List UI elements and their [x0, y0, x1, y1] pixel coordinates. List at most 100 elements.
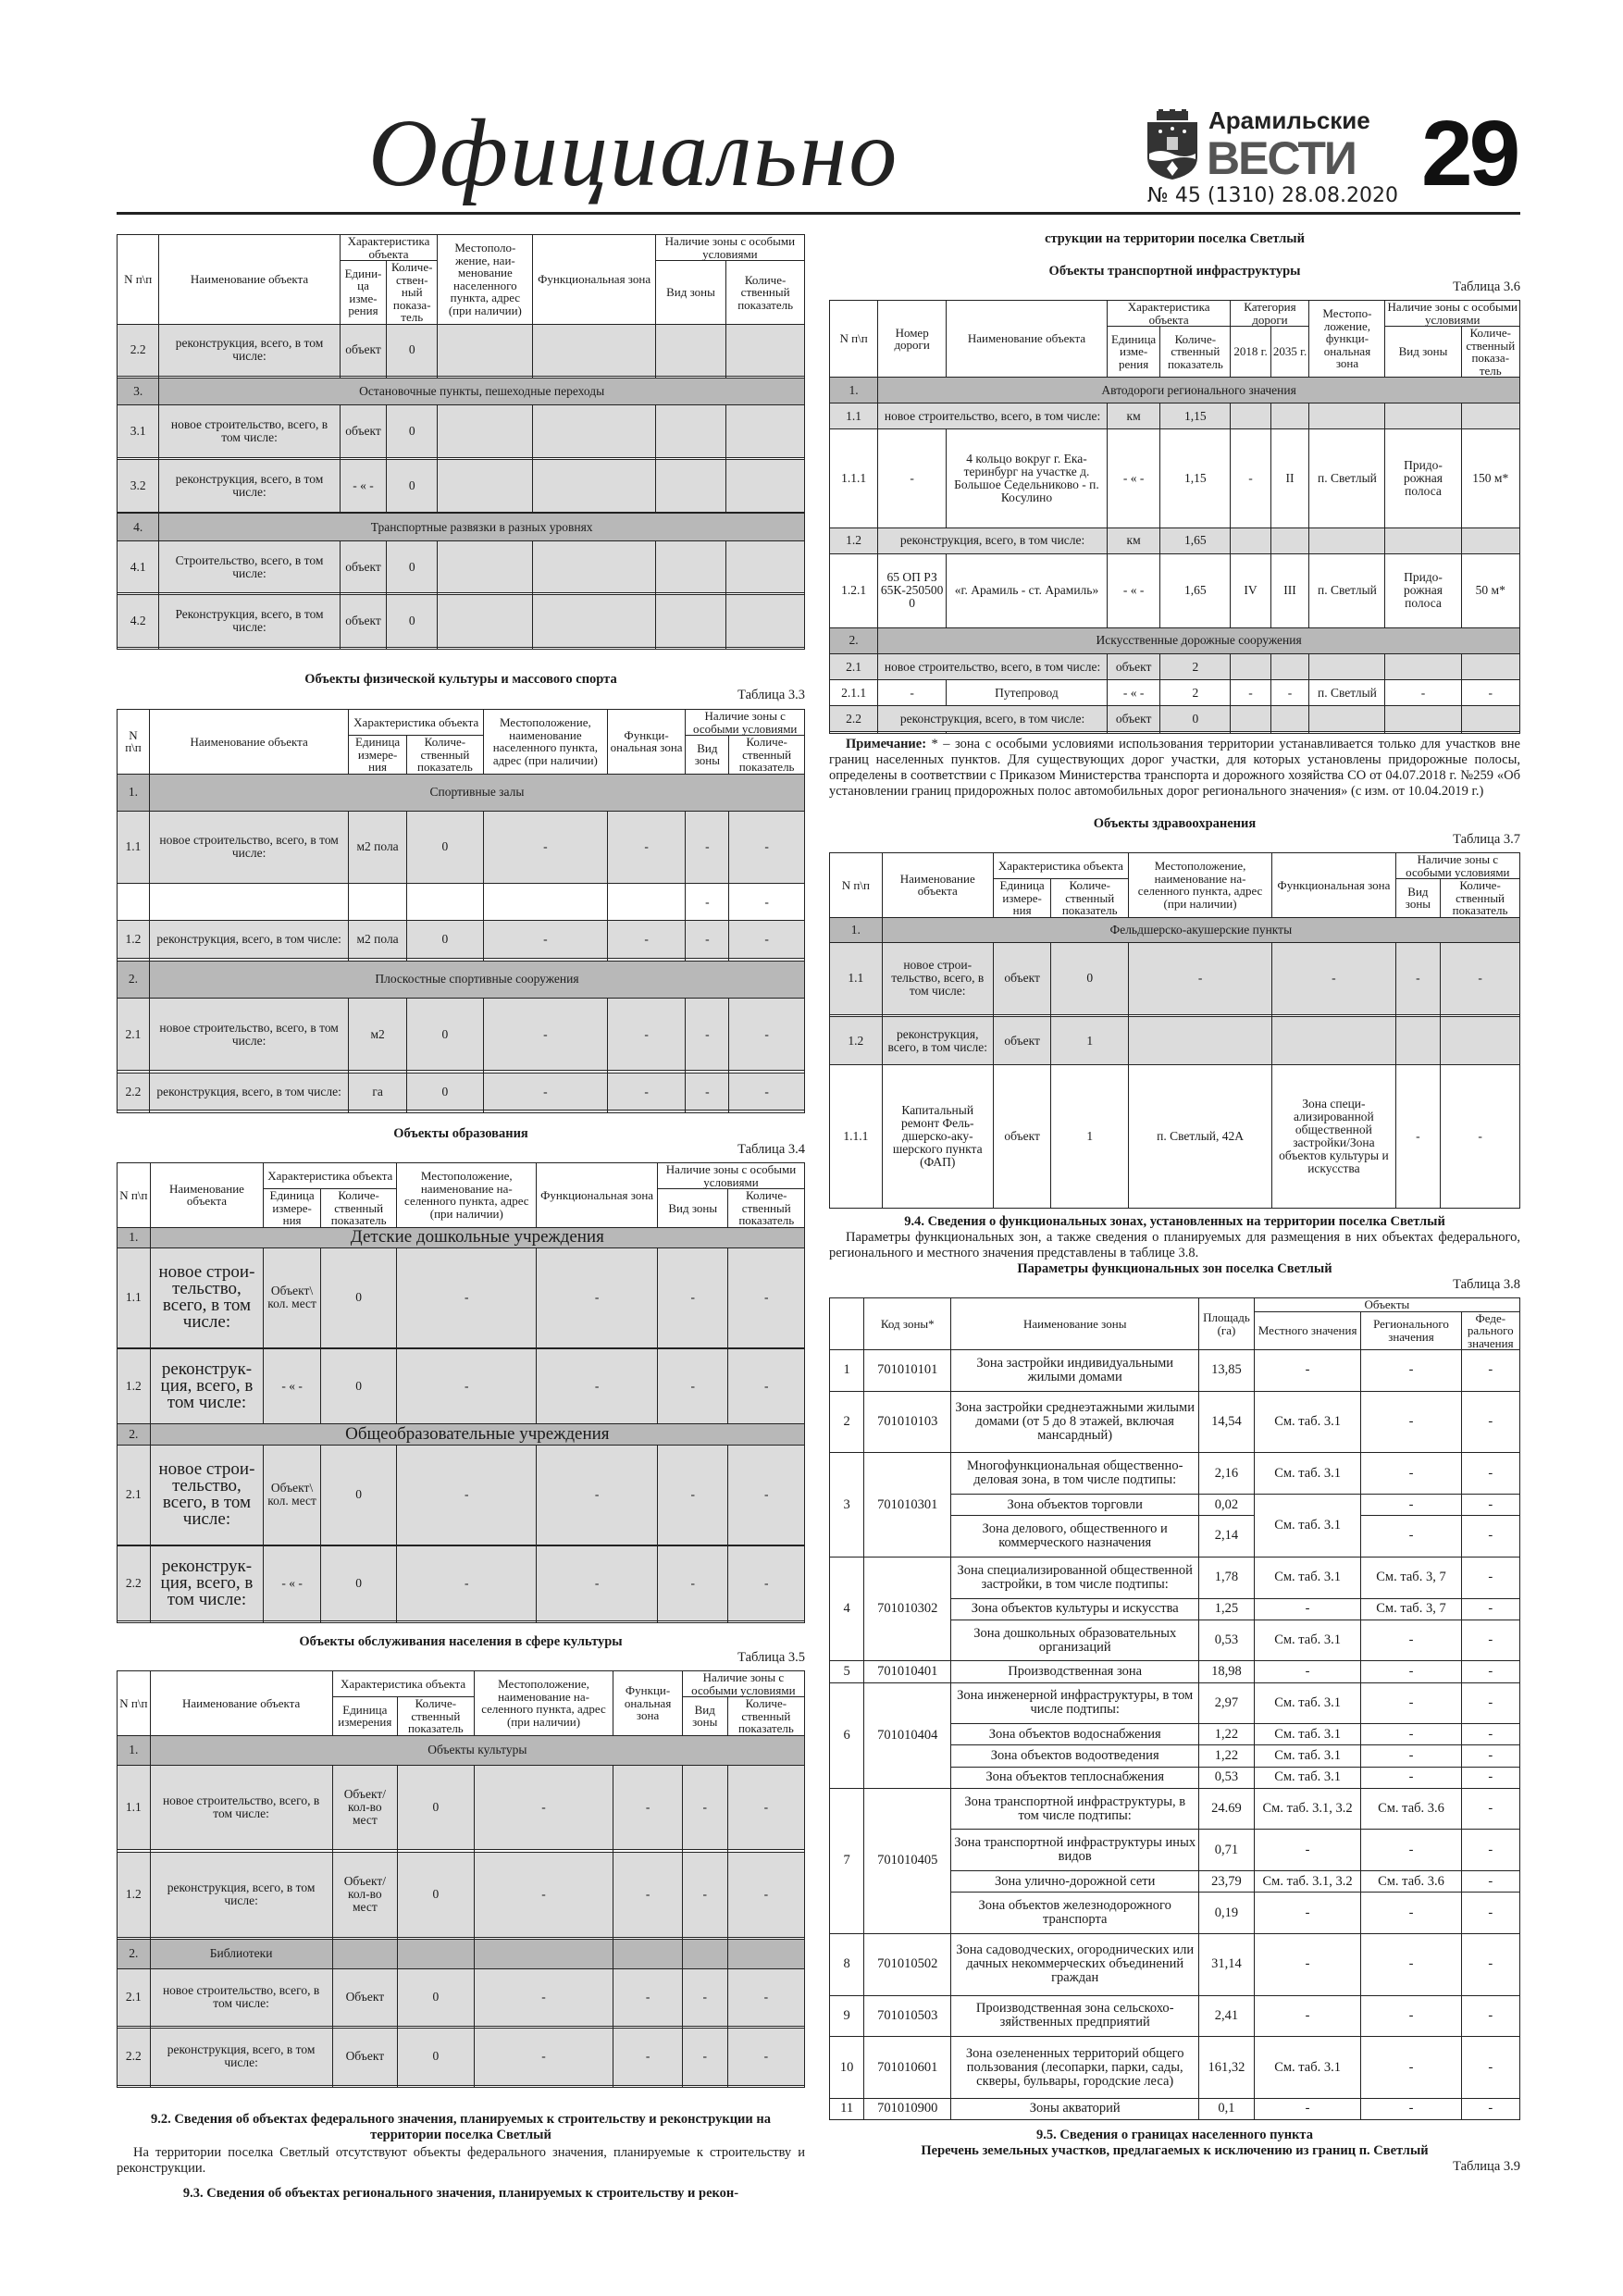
- table-header-cell: Еди­ница изме­рения: [1106, 326, 1161, 378]
- table-cell: 2,14: [1198, 1515, 1255, 1558]
- table-row: 2.2 реконструкция, всего, в том числе: Объ…: [117, 2027, 806, 2086]
- table-row: 10 701010601 Зона озелененных территорий о…: [828, 2036, 1521, 2099]
- table-cell: IV: [1230, 552, 1271, 628]
- table-cell: новое строительство, всего, в том числе:: [148, 998, 350, 1072]
- table-cell: -: [536, 1348, 658, 1425]
- table-cell: -: [1360, 1452, 1462, 1495]
- table-header-cell: Функциональная зона: [532, 234, 656, 325]
- table-header-row: Местного зна­чения Регионально­го значени…: [830, 1310, 1521, 1350]
- table-cell: -: [1460, 1597, 1521, 1620]
- table-cell: реконструкция, всего, в том числе:: [148, 920, 350, 959]
- table-cell: -: [1360, 1619, 1462, 1662]
- table-header-cell: Регионально­го значения: [1360, 1310, 1462, 1350]
- table-cell: [536, 1620, 658, 1623]
- table-cell: [726, 2025, 806, 2029]
- table-cell: -: [1253, 1829, 1362, 1872]
- table-cell: -: [606, 810, 687, 885]
- table-cell: -: [656, 1545, 729, 1622]
- newspaper-logo: Арамильские ВЕСТИ: [1144, 107, 1370, 181]
- table-cell: -: [1360, 1766, 1462, 1789]
- table-cell: реконструк­ция, всего, в том числе:: [149, 1348, 265, 1425]
- table-header-row: N п\п Наименование объекта Характеристика …: [829, 852, 1521, 918]
- table-header-cell: Количе­ственный показа­тель: [1159, 326, 1232, 378]
- table-cell: 3.: [116, 378, 160, 406]
- table-cell: 65 ОП РЗ 65К-2505000: [877, 552, 948, 628]
- table-cell: -: [1460, 1349, 1521, 1392]
- table-cell: новое строи­тельство, всего, в том числе…: [881, 941, 994, 1015]
- table-cell: 2.2: [117, 1545, 151, 1622]
- table-cell: -: [681, 1851, 728, 1938]
- table-3-4-caption: Таблица 3.4: [737, 1142, 805, 1157]
- table-cell: Путепровод: [946, 679, 1108, 707]
- table-cell: -: [685, 998, 730, 1072]
- table-cell: -: [1460, 1892, 1521, 1935]
- table-cell: [1127, 1015, 1273, 1066]
- table-header-cell: Количе­ственный показатель: [319, 1188, 398, 1228]
- table-cell: [397, 1849, 475, 1853]
- left-column: N п\п Наименование объекта Характеристика …: [116, 234, 806, 2202]
- table-header-cell: Количе­ственный показатель: [397, 1696, 475, 1736]
- table-cell: Объект\ кол. мест: [263, 1444, 321, 1545]
- table-3-6-note: Примечание: * – зона с особыми условиями…: [829, 737, 1520, 800]
- table-section-row: 4. Транспортные развязки в разных уровнях: [116, 513, 805, 541]
- table-cell: [654, 323, 727, 378]
- table-cell: -: [728, 883, 805, 922]
- table-cell: Зона транспортной инфраструктуры иных ви…: [950, 1829, 1200, 1872]
- table-cell: [532, 540, 656, 594]
- table-cell: [1230, 731, 1271, 734]
- table-row: 2.1 новое строительство, всего, в том чис…: [117, 1967, 806, 2027]
- table-cell: 0,53: [1198, 1766, 1255, 1789]
- table-cell: -: [1360, 1723, 1462, 1746]
- table-cell: объект: [992, 1064, 1052, 1209]
- table-header-cell: Наличие зоны с особыми услови­ями: [1384, 300, 1520, 327]
- table-header-cell: Количе­ственный показатель: [727, 1188, 805, 1228]
- table-cell: [725, 323, 805, 378]
- table-cell: 1,65: [1159, 527, 1232, 554]
- table-cell: -: [396, 1247, 538, 1348]
- table-header-cell: Вид зоны: [681, 1696, 728, 1736]
- table-cell: См. таб. 3.1, 3.2: [1253, 1870, 1362, 1893]
- table-cell: [656, 1620, 729, 1623]
- table-header-cell: Пло­щадь (га): [1198, 1297, 1255, 1350]
- table-header-cell: Еди­ница измере­ния: [992, 878, 1052, 918]
- table-row: 4.2 Реконструкция, всего, в том числе: объ…: [116, 594, 805, 648]
- table-cell: км: [1106, 527, 1161, 554]
- table-cell: [532, 646, 656, 651]
- table-cell: - « -: [263, 1545, 321, 1622]
- table-cell: 701010103: [863, 1390, 952, 1454]
- table-cell: [1460, 403, 1521, 430]
- table-cell: 0,71: [1198, 1829, 1255, 1872]
- table-cell: м2 пола: [348, 810, 407, 885]
- table-cell: -: [1460, 1744, 1521, 1768]
- table-cell: Капитальный ремонт Фель­дшерско-аку­шерс…: [881, 1064, 994, 1209]
- table-section-row: 1. Спортивные залы: [117, 773, 806, 812]
- table-header-cell: Объекты: [1253, 1297, 1521, 1312]
- table-cell: 701010503: [863, 1994, 952, 2038]
- table-row: 2.1 новое строительство, всего, в том чис…: [828, 652, 1521, 681]
- table-cell: 0: [405, 998, 485, 1072]
- table-cell: [386, 646, 439, 651]
- table-cell: 2.1: [117, 1967, 151, 2027]
- table-cell: [1308, 527, 1386, 554]
- table-cell: Общеобразовательные учреждения: [149, 1423, 806, 1446]
- brand-top: Арамильские: [1208, 106, 1370, 134]
- table-header-cell: Количе­ственный показатель: [1050, 878, 1129, 918]
- table-cell: -: [685, 1072, 730, 1111]
- table-header-cell: Единица измере­ния: [331, 1696, 399, 1736]
- table-3-3: N п\п Наименование объекта Характеристика …: [117, 709, 806, 1113]
- table-header-row: Еди­ни­ца изме­рения Ко­ли­че­ствен­ный п…: [118, 260, 805, 325]
- table-section-row: 1. Фельдшерско-акушерские пункты: [829, 916, 1521, 943]
- table-cell: 2,41: [1198, 1994, 1255, 2038]
- table-cell: 2.2: [116, 323, 160, 378]
- table-cell: [613, 2084, 683, 2089]
- table-cell: [1308, 731, 1386, 734]
- table-cell: - « -: [263, 1348, 321, 1425]
- table-header-row: N п\п Наименование объекта Характеристика …: [117, 1162, 806, 1228]
- table-header-cell: Количе­ственный показатель: [728, 735, 805, 775]
- table-row: Зона объектов культуры и искусства 1,25- С…: [830, 1597, 1521, 1620]
- table-cell: -: [1460, 2097, 1521, 2121]
- table-cell: реконструк­ция, всего, в том числе:: [149, 1545, 265, 1622]
- table-cell: -: [606, 1072, 687, 1111]
- table-cell: 4.: [116, 513, 160, 541]
- table-cell: См. таб. 3.1: [1253, 1390, 1362, 1454]
